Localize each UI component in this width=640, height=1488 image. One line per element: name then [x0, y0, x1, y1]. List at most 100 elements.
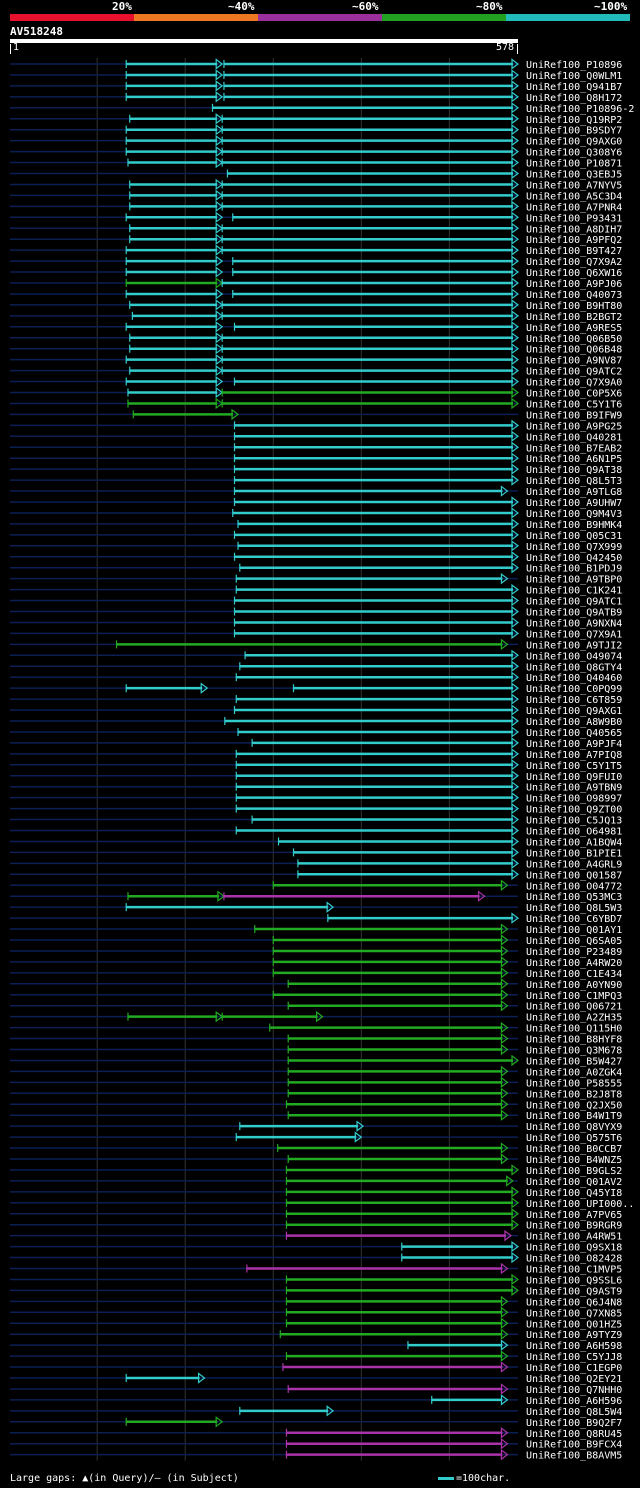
- hit-label[interactable]: UniRef100_Q6XW16: [526, 268, 622, 279]
- hit-label[interactable]: UniRef100_C1EGP0: [526, 1363, 622, 1374]
- hit-label[interactable]: UniRef100_A9TBP0: [526, 575, 622, 586]
- hit-label[interactable]: UniRef100_Q8VYX9: [526, 1122, 622, 1133]
- hit-label[interactable]: UniRef100_Q53MC3: [526, 892, 622, 903]
- hit-label[interactable]: UniRef100_Q9SX18: [526, 1243, 622, 1254]
- hit-label[interactable]: UniRef100_Q06721: [526, 1002, 622, 1013]
- hit-label[interactable]: UniRef100_Q9ATB9: [526, 608, 622, 619]
- hit-label[interactable]: UniRef100_A8DIH7: [526, 224, 622, 235]
- hit-label[interactable]: UniRef100_Q6J4N8: [526, 1297, 622, 1308]
- hit-label[interactable]: UniRef100_A9TLG8: [526, 487, 622, 498]
- hit-label[interactable]: UniRef100_Q7X999: [526, 542, 622, 553]
- hit-label[interactable]: UniRef100_Q9SSL6: [526, 1275, 622, 1286]
- hit-label[interactable]: UniRef100_B7EAB2: [526, 443, 622, 454]
- hit-label[interactable]: UniRef100_Q9FUI0: [526, 772, 622, 783]
- hit-label[interactable]: UniRef100_B0CCB7: [526, 1144, 622, 1155]
- hit-label[interactable]: UniRef100_Q2JX50: [526, 1100, 622, 1111]
- hit-label[interactable]: UniRef100_C0P5X6: [526, 389, 622, 400]
- hit-label[interactable]: UniRef100_B9GLS2: [526, 1166, 622, 1177]
- hit-label[interactable]: UniRef100_B9HMK4: [526, 520, 622, 531]
- hit-label[interactable]: UniRef100_Q0WLM1: [526, 71, 622, 82]
- hit-label[interactable]: UniRef100_C5Y1T5: [526, 761, 622, 772]
- hit-label[interactable]: UniRef100_Q06B48: [526, 345, 622, 356]
- hit-label[interactable]: UniRef100_C1MVP5: [526, 1265, 622, 1276]
- hit-label[interactable]: UniRef100_A9TBN9: [526, 783, 622, 794]
- hit-label[interactable]: UniRef100_A6H598: [526, 1341, 622, 1352]
- hit-label[interactable]: UniRef100_A1BQW4: [526, 837, 622, 848]
- hit-label[interactable]: UniRef100_C6T859: [526, 695, 622, 706]
- hit-label[interactable]: UniRef100_C1K241: [526, 586, 622, 597]
- hit-label[interactable]: UniRef100_B8HYF8: [526, 1035, 622, 1046]
- hit-label[interactable]: UniRef100_P10896: [526, 60, 622, 71]
- hit-label[interactable]: UniRef100_Q19RP2: [526, 115, 622, 126]
- hit-label[interactable]: UniRef100_Q01HZ5: [526, 1319, 622, 1330]
- hit-label[interactable]: UniRef100_B2J8T8: [526, 1089, 622, 1100]
- hit-label[interactable]: UniRef100_A9PFQ2: [526, 235, 622, 246]
- hit-label[interactable]: UniRef100_Q8RU45: [526, 1429, 622, 1440]
- hit-label[interactable]: UniRef100_Q115H0: [526, 1024, 622, 1035]
- hit-label[interactable]: UniRef100_Q40281: [526, 432, 622, 443]
- hit-label[interactable]: UniRef100_Q8L5W4: [526, 1407, 622, 1418]
- hit-label[interactable]: UniRef100_Q7XN85: [526, 1308, 622, 1319]
- hit-label[interactable]: UniRef100_Q3EBJ5: [526, 170, 622, 181]
- hit-label[interactable]: UniRef100_B9HT80: [526, 301, 622, 312]
- hit-label[interactable]: UniRef100_Q8GTY4: [526, 662, 622, 673]
- hit-label[interactable]: UniRef100_A6N1P5: [526, 454, 622, 465]
- hit-label[interactable]: UniRef100_O64981: [526, 827, 622, 838]
- hit-label[interactable]: UniRef100_B4WNZ5: [526, 1155, 622, 1166]
- hit-label[interactable]: UniRef100_B5W427: [526, 1056, 622, 1067]
- hit-label[interactable]: UniRef100_Q05C31: [526, 531, 622, 542]
- hit-label[interactable]: UniRef100_Q575T6: [526, 1133, 622, 1144]
- hit-label[interactable]: UniRef100_Q2EY21: [526, 1374, 622, 1385]
- hit-label[interactable]: UniRef100_Q6SA05: [526, 936, 622, 947]
- hit-label[interactable]: UniRef100_O49074: [526, 651, 622, 662]
- hit-label[interactable]: UniRef100_C5YJJ8: [526, 1352, 622, 1363]
- hit-label[interactable]: UniRef100_Q40565: [526, 728, 622, 739]
- hit-label[interactable]: UniRef100_Q01AY1: [526, 925, 622, 936]
- hit-label[interactable]: UniRef100_A8W9B0: [526, 717, 622, 728]
- hit-label[interactable]: UniRef100_O98997: [526, 794, 622, 805]
- hit-label[interactable]: UniRef100_Q42450: [526, 553, 622, 564]
- hit-label[interactable]: UniRef100_Q8L5W3: [526, 903, 622, 914]
- hit-label[interactable]: UniRef100_C1E434: [526, 969, 622, 980]
- hit-label[interactable]: UniRef100_A9UHW7: [526, 498, 622, 509]
- hit-label[interactable]: UniRef100_A0YN90: [526, 980, 622, 991]
- hit-label[interactable]: UniRef100_C6YBD7: [526, 914, 622, 925]
- hit-label[interactable]: UniRef100_Q01AV2: [526, 1177, 622, 1188]
- hit-label[interactable]: UniRef100_A2ZH35: [526, 1013, 622, 1024]
- hit-label[interactable]: UniRef100_A9RES5: [526, 323, 622, 334]
- hit-label[interactable]: UniRef100_B9T427: [526, 246, 622, 257]
- hit-label[interactable]: UniRef100_B9SDY7: [526, 126, 622, 137]
- hit-label[interactable]: UniRef100_Q06B50: [526, 334, 622, 345]
- hit-label[interactable]: UniRef100_P58555: [526, 1078, 622, 1089]
- hit-label[interactable]: UniRef100_B9RGR9: [526, 1221, 622, 1232]
- hit-label[interactable]: UniRef100_A7PIQ8: [526, 750, 622, 761]
- hit-label[interactable]: UniRef100_C0PQ99: [526, 684, 622, 695]
- hit-label[interactable]: UniRef100_Q7X9A2: [526, 257, 622, 268]
- hit-label[interactable]: UniRef100_Q9AST9: [526, 1286, 622, 1297]
- hit-label[interactable]: UniRef100_A6H596: [526, 1396, 622, 1407]
- hit-label[interactable]: UniRef100_A4RW20: [526, 958, 622, 969]
- hit-label[interactable]: UniRef100_Q9ATC2: [526, 367, 622, 378]
- hit-label[interactable]: UniRef100_O82428: [526, 1254, 622, 1265]
- hit-label[interactable]: UniRef100_A9NXN4: [526, 618, 622, 629]
- hit-label[interactable]: UniRef100_Q9M4V3: [526, 509, 622, 520]
- hit-label[interactable]: UniRef100_A5C3D4: [526, 191, 622, 202]
- hit-label[interactable]: UniRef100_P93431: [526, 213, 622, 224]
- hit-label[interactable]: UniRef100_B2BGT2: [526, 312, 622, 323]
- hit-label[interactable]: UniRef100_B4W1T9: [526, 1111, 622, 1122]
- hit-label[interactable]: UniRef100_B9IFW9: [526, 410, 622, 421]
- hit-label[interactable]: UniRef100_A9PJ06: [526, 279, 622, 290]
- hit-label[interactable]: UniRef100_C5JQ13: [526, 816, 622, 827]
- hit-label[interactable]: UniRef100_P23489: [526, 947, 622, 958]
- hit-label[interactable]: UniRef100_C5Y1T6: [526, 399, 622, 410]
- hit-label[interactable]: UniRef100_A9TJI2: [526, 640, 622, 651]
- hit-label[interactable]: UniRef100_Q7X9A0: [526, 378, 622, 389]
- hit-label[interactable]: UniRef100_Q9AT38: [526, 465, 622, 476]
- hit-label[interactable]: UniRef100_Q7X9A1: [526, 629, 622, 640]
- hit-label[interactable]: UniRef100_Q941B7: [526, 82, 622, 93]
- hit-label[interactable]: UniRef100_P10896-2: [526, 104, 634, 115]
- hit-label[interactable]: UniRef100_C1MPQ3: [526, 991, 622, 1002]
- hit-label[interactable]: UniRef100_Q9ZT00: [526, 805, 622, 816]
- hit-label[interactable]: UniRef100_Q3M678: [526, 1046, 622, 1057]
- hit-label[interactable]: UniRef100_Q7NHH0: [526, 1385, 622, 1396]
